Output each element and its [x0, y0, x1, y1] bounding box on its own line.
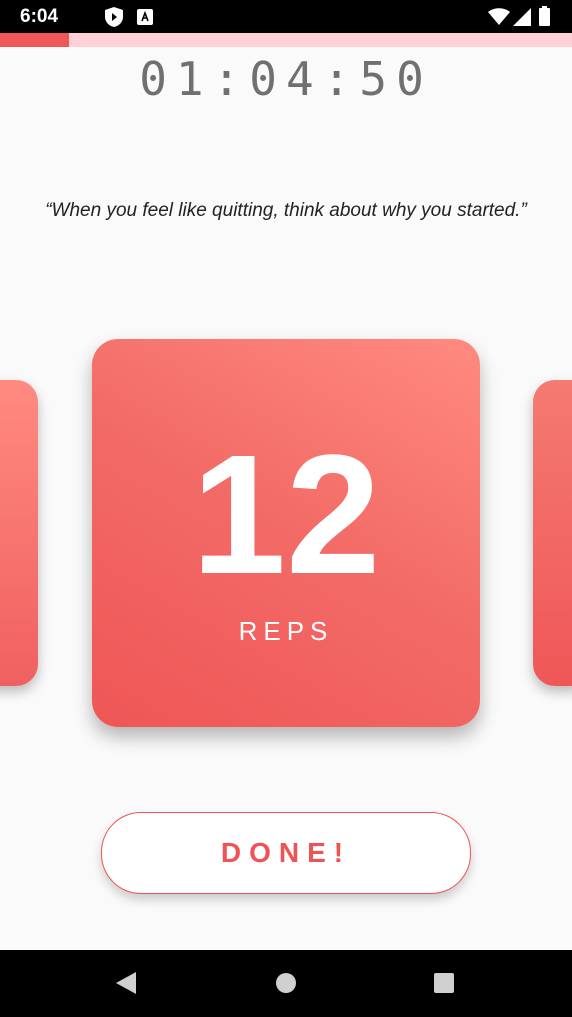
navigation-bar	[0, 950, 572, 1017]
accessibility-icon	[137, 9, 153, 29]
motivational-quote: “When you feel like quitting, think abou…	[45, 200, 527, 221]
battery-icon	[539, 6, 550, 30]
wifi-icon	[488, 8, 510, 30]
signal-icon	[513, 8, 531, 30]
back-icon[interactable]	[116, 972, 136, 998]
previous-exercise-card[interactable]	[0, 380, 38, 686]
play-protect-icon	[105, 7, 123, 31]
recents-icon[interactable]	[434, 973, 454, 997]
workout-progress-fill	[0, 33, 69, 47]
elapsed-timer: 01:04:50	[139, 52, 433, 106]
next-exercise-card[interactable]	[533, 380, 572, 686]
home-icon[interactable]	[276, 973, 296, 997]
workout-progress-bar	[0, 33, 572, 47]
reps-label: REPS	[238, 616, 334, 646]
done-button[interactable]: DONE!	[101, 812, 471, 894]
reps-count: 12	[191, 420, 381, 610]
status-bar: 6:04	[0, 0, 572, 33]
status-time: 6:04	[20, 6, 59, 27]
current-exercise-card[interactable]	[92, 339, 480, 727]
